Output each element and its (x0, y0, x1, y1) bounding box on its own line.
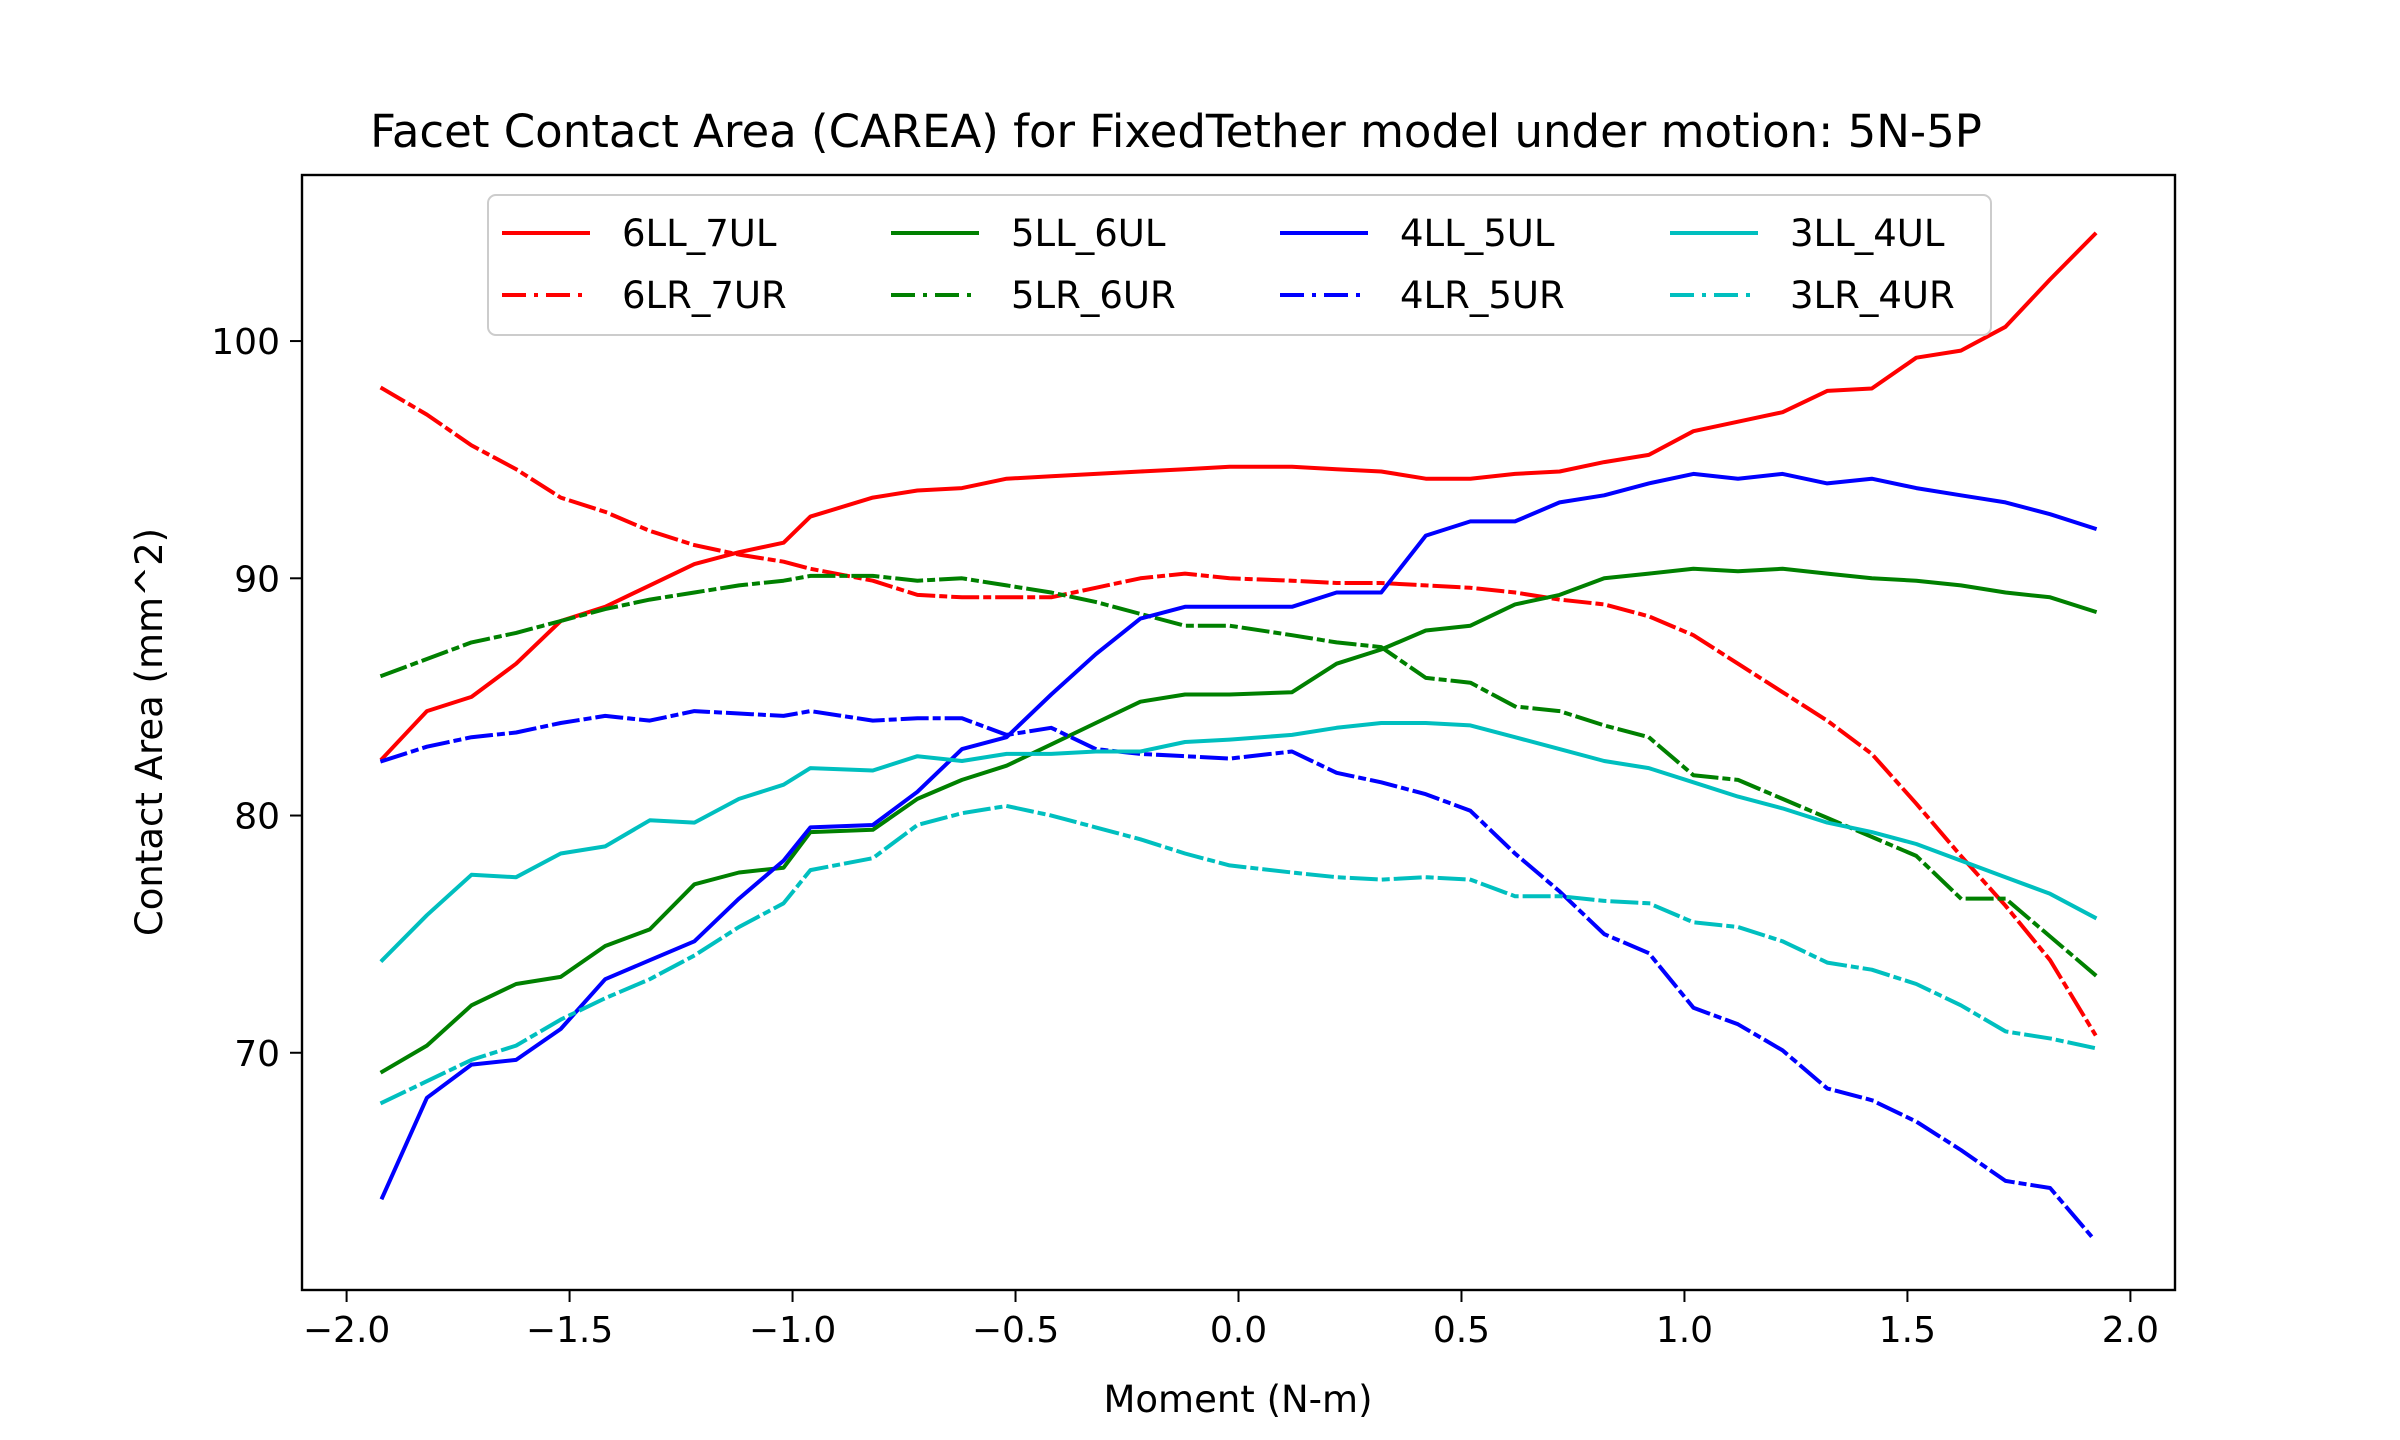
legend-label: 6LR_7UR (622, 274, 787, 317)
x-tick-label: 0.5 (1433, 1310, 1490, 1351)
x-axis-label: Moment (N-m) (1103, 1378, 1372, 1421)
x-tick-label: 0.0 (1210, 1310, 1267, 1351)
y-tick-label: 90 (234, 559, 280, 600)
chart-title: Facet Contact Area (CAREA) for FixedTeth… (370, 105, 1982, 158)
series-line-4lr-5ur (379, 709, 2098, 1244)
y-tick-label: 100 (211, 322, 280, 363)
legend-label: 6LL_7UL (622, 212, 777, 255)
legend-label: 5LR_6UR (1011, 274, 1176, 317)
legend-label: 5LL_6UL (1011, 212, 1166, 255)
y-tick-label: 70 (234, 1034, 280, 1075)
x-tick-label: −1.5 (526, 1310, 613, 1351)
legend-frame (487, 194, 1992, 336)
series-line-5ll-6ul (379, 566, 2098, 1075)
legend-label: 3LR_4UR (1790, 274, 1955, 317)
series-line-4ll-5ul (379, 471, 2098, 1201)
series-line-3lr-4ur (379, 804, 2098, 1106)
y-axis-label: Contact Area (mm^2) (128, 528, 171, 936)
x-tick-label: −0.5 (972, 1310, 1059, 1351)
y-axis-ticks: 70 80 90 100 (211, 322, 302, 1075)
x-axis-ticks: −2.0 −1.5 −1.0 −0.5 0.0 0.5 1.0 1.5 2.0 (303, 1290, 2159, 1351)
legend: 6LL_7UL 6LR_7UR 5LL_6UL 5LR_6UR 4LL_5UL 4LR_5… (487, 194, 1992, 336)
x-tick-label: 2.0 (2102, 1310, 2159, 1351)
legend-items: 6LL_7UL 6LR_7UR 5LL_6UL 5LR_6UR 4LL_5UL 4LR_5… (502, 212, 1955, 317)
series-line-3ll-4ul (379, 721, 2098, 964)
series-line-6lr-7ur (379, 385, 2098, 1037)
legend-label: 4LR_5UR (1400, 274, 1565, 317)
x-tick-label: −2.0 (303, 1310, 390, 1351)
series-line-6ll-7ul (379, 231, 2098, 762)
x-tick-label: 1.0 (1656, 1310, 1713, 1351)
x-tick-label: −1.0 (749, 1310, 836, 1351)
legend-label: 4LL_5UL (1400, 212, 1555, 255)
y-tick-label: 80 (234, 797, 280, 838)
plot-lines (379, 231, 2098, 1244)
legend-label: 3LL_4UL (1790, 212, 1945, 255)
x-tick-label: 1.5 (1879, 1310, 1936, 1351)
